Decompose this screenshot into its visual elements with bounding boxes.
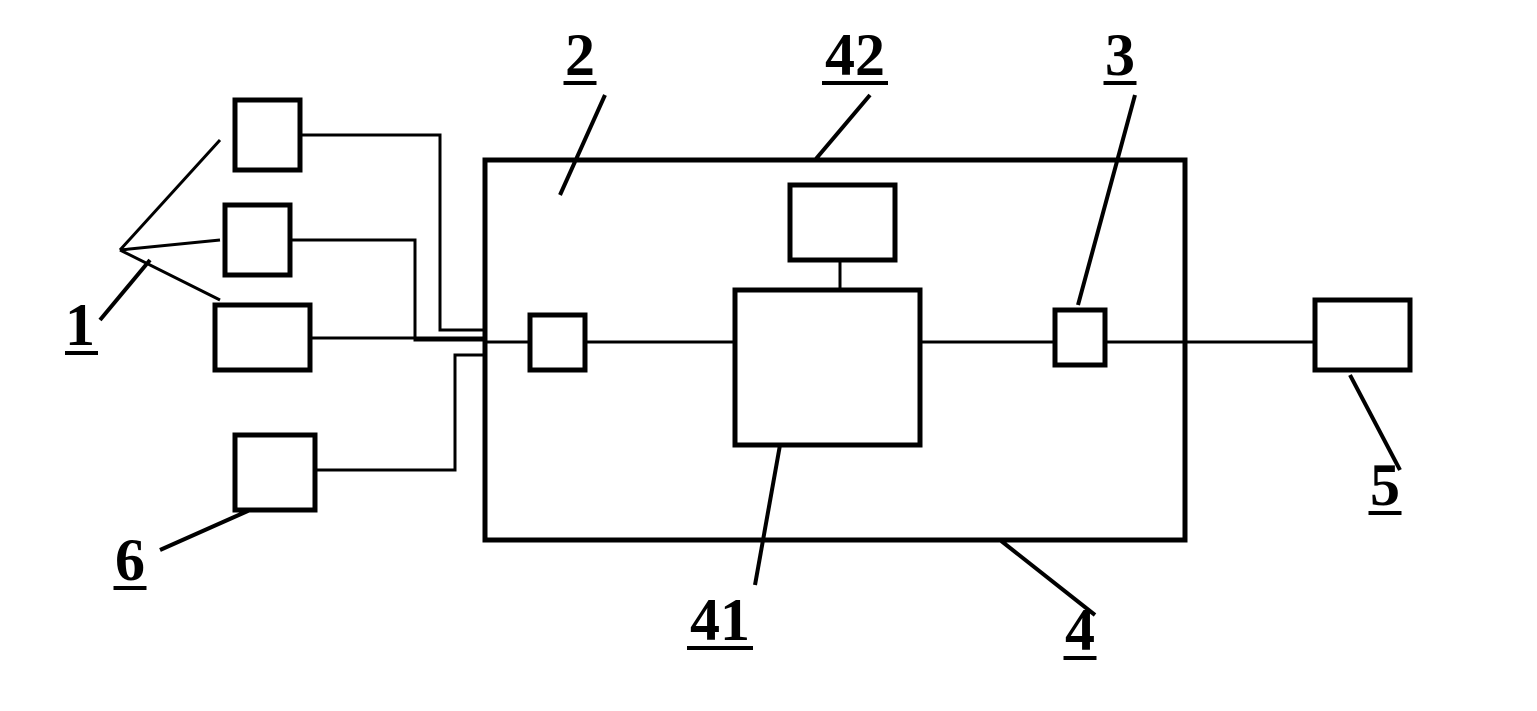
label-41: 41 <box>690 587 750 653</box>
label-5: 5 <box>1370 452 1400 518</box>
label-4: 4 <box>1065 597 1095 663</box>
label-1: 1 <box>65 292 95 358</box>
label-3: 3 <box>1105 22 1135 88</box>
block-diagram: 1 2 42 3 5 4 41 6 <box>0 0 1537 711</box>
label-6: 6 <box>115 527 145 593</box>
label-2: 2 <box>565 22 595 88</box>
canvas-bg <box>0 0 1537 711</box>
label-42: 42 <box>825 22 885 88</box>
